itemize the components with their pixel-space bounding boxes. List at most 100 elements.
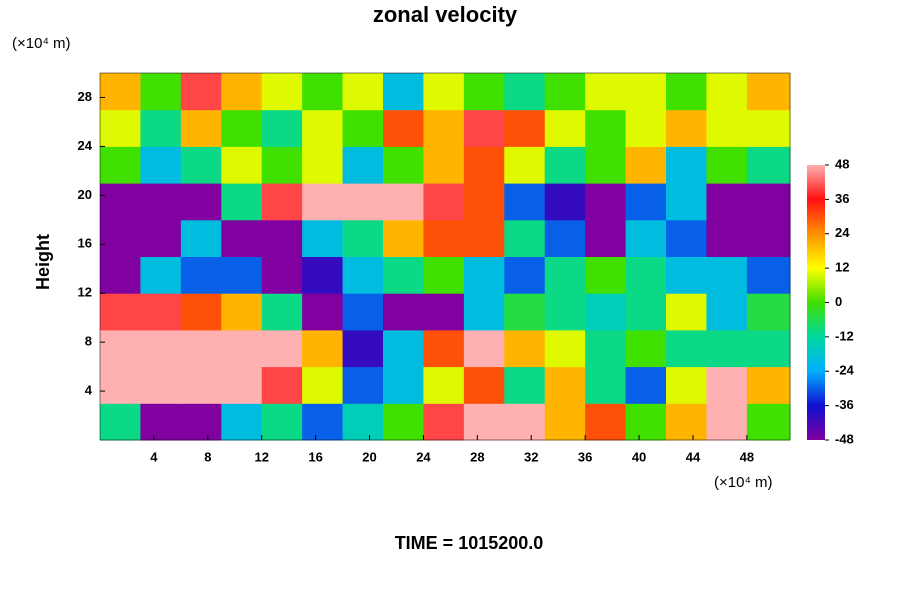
x-tick-label: 20 — [362, 449, 376, 464]
cell — [544, 183, 586, 221]
cell — [706, 256, 748, 294]
cell — [504, 256, 546, 294]
cell — [585, 293, 627, 331]
cell — [746, 183, 791, 221]
cell — [625, 403, 667, 441]
cell — [100, 403, 141, 441]
cell — [180, 219, 222, 257]
cell — [302, 403, 344, 441]
cell — [140, 183, 182, 221]
cell — [180, 73, 222, 111]
cell — [140, 219, 182, 257]
colorbar — [807, 165, 825, 440]
cell — [504, 183, 546, 221]
cell — [180, 329, 222, 368]
colorbar-tick-label: 0 — [835, 294, 842, 309]
cell — [423, 146, 465, 184]
cell — [585, 146, 627, 184]
cell — [423, 366, 465, 404]
cell — [463, 183, 505, 221]
cell — [221, 256, 263, 294]
cell — [666, 109, 707, 147]
cell — [544, 256, 586, 294]
colorbar-tick-label: -36 — [835, 397, 854, 412]
cell — [544, 403, 586, 441]
cell — [463, 403, 505, 441]
cell — [504, 293, 546, 331]
cell — [706, 293, 748, 331]
cell — [180, 293, 222, 331]
cell — [706, 219, 748, 257]
y-tick-label: 24 — [78, 138, 93, 153]
cell — [666, 403, 707, 441]
cell — [342, 219, 384, 257]
cell — [221, 73, 263, 111]
cell — [140, 256, 182, 294]
cell — [463, 329, 505, 368]
cell — [706, 403, 748, 441]
cell — [302, 183, 344, 221]
cell — [463, 366, 505, 404]
cell — [585, 403, 627, 441]
cell — [180, 366, 222, 404]
colorbar-tick-label: -24 — [835, 363, 855, 378]
cell — [746, 219, 791, 257]
cell — [504, 329, 546, 368]
cell — [100, 73, 141, 111]
cell — [221, 183, 263, 221]
cell — [504, 109, 546, 147]
colorbar-tick-label: 24 — [835, 225, 850, 240]
cell — [706, 109, 748, 147]
cell — [463, 73, 505, 111]
cell — [423, 109, 465, 147]
cell — [100, 109, 141, 147]
cell — [544, 109, 586, 147]
cell — [463, 146, 505, 184]
cell — [383, 183, 424, 221]
cell — [625, 329, 667, 368]
cell — [504, 366, 546, 404]
cell — [746, 109, 791, 147]
x-tick-label: 8 — [204, 449, 211, 464]
cell — [140, 109, 182, 147]
cell — [544, 329, 586, 368]
cell — [746, 256, 791, 294]
cell — [221, 366, 263, 404]
cell — [666, 366, 707, 404]
cell — [302, 219, 344, 257]
cell — [666, 219, 707, 257]
y-tick-label: 8 — [85, 334, 92, 349]
cell — [302, 293, 344, 331]
cell — [585, 219, 627, 257]
y-tick-label: 4 — [85, 383, 93, 398]
cell — [504, 146, 546, 184]
cell — [100, 329, 141, 368]
cell — [746, 366, 791, 404]
cell — [261, 256, 303, 294]
field — [100, 73, 791, 441]
cell — [383, 219, 424, 257]
cell — [261, 293, 303, 331]
cell — [706, 146, 748, 184]
x-tick-label: 12 — [254, 449, 268, 464]
cell — [342, 146, 384, 184]
cell — [463, 256, 505, 294]
cell — [463, 109, 505, 147]
cell — [746, 293, 791, 331]
cell — [383, 366, 424, 404]
x-tick-label: 16 — [308, 449, 322, 464]
cell — [544, 73, 586, 111]
colorbar-tick-label: 36 — [835, 191, 849, 206]
x-tick-label: 28 — [470, 449, 484, 464]
cell — [261, 73, 303, 111]
x-tick-label: 48 — [740, 449, 754, 464]
cell — [625, 366, 667, 404]
cell — [706, 366, 748, 404]
cell — [625, 109, 667, 147]
x-unit: (×10⁴ m) — [714, 474, 773, 491]
cell — [261, 146, 303, 184]
cell — [625, 73, 667, 111]
cell — [302, 109, 344, 147]
cell — [342, 293, 384, 331]
cell — [625, 256, 667, 294]
